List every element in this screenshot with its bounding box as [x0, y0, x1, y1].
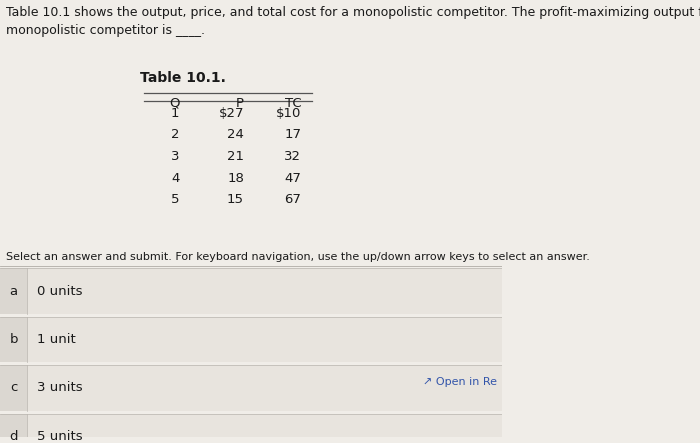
Text: ↗ Open in Re: ↗ Open in Re: [423, 377, 496, 387]
Bar: [0, 317, 27, 362]
Text: c: c: [10, 381, 18, 394]
Text: Select an answer and submit. For keyboard navigation, use the up/down arrow keys: Select an answer and submit. For keyboar…: [6, 252, 589, 262]
Text: Table 10.1 shows the output, price, and total cost for a monopolistic competitor: Table 10.1 shows the output, price, and …: [6, 6, 700, 37]
Bar: [0, 317, 503, 362]
Text: $10: $10: [276, 107, 302, 120]
Text: 1: 1: [171, 107, 179, 120]
Text: 4: 4: [171, 172, 179, 185]
Text: Table 10.1.: Table 10.1.: [140, 71, 226, 85]
Text: $27: $27: [218, 107, 244, 120]
Text: 1 unit: 1 unit: [37, 333, 76, 346]
Bar: [0, 365, 27, 411]
Text: a: a: [10, 285, 18, 298]
Text: 18: 18: [227, 172, 244, 185]
Text: 17: 17: [284, 128, 302, 141]
Text: Q: Q: [169, 97, 179, 110]
Text: 5: 5: [171, 194, 179, 206]
Bar: [0, 268, 27, 314]
Text: 2: 2: [171, 128, 179, 141]
Text: 21: 21: [227, 150, 244, 163]
Text: 3: 3: [171, 150, 179, 163]
Text: 15: 15: [227, 194, 244, 206]
Text: 24: 24: [227, 128, 244, 141]
Text: 0 units: 0 units: [37, 285, 83, 298]
Text: TC: TC: [285, 97, 302, 110]
Text: 5 units: 5 units: [37, 430, 83, 443]
Text: b: b: [9, 333, 18, 346]
Text: P: P: [236, 97, 244, 110]
Text: 47: 47: [284, 172, 302, 185]
Text: d: d: [9, 430, 18, 443]
Bar: [0, 414, 27, 443]
Bar: [0, 268, 503, 314]
Text: 32: 32: [284, 150, 302, 163]
Bar: [0, 365, 503, 411]
Text: 67: 67: [284, 194, 302, 206]
Text: 3 units: 3 units: [37, 381, 83, 394]
Bar: [0, 414, 503, 443]
